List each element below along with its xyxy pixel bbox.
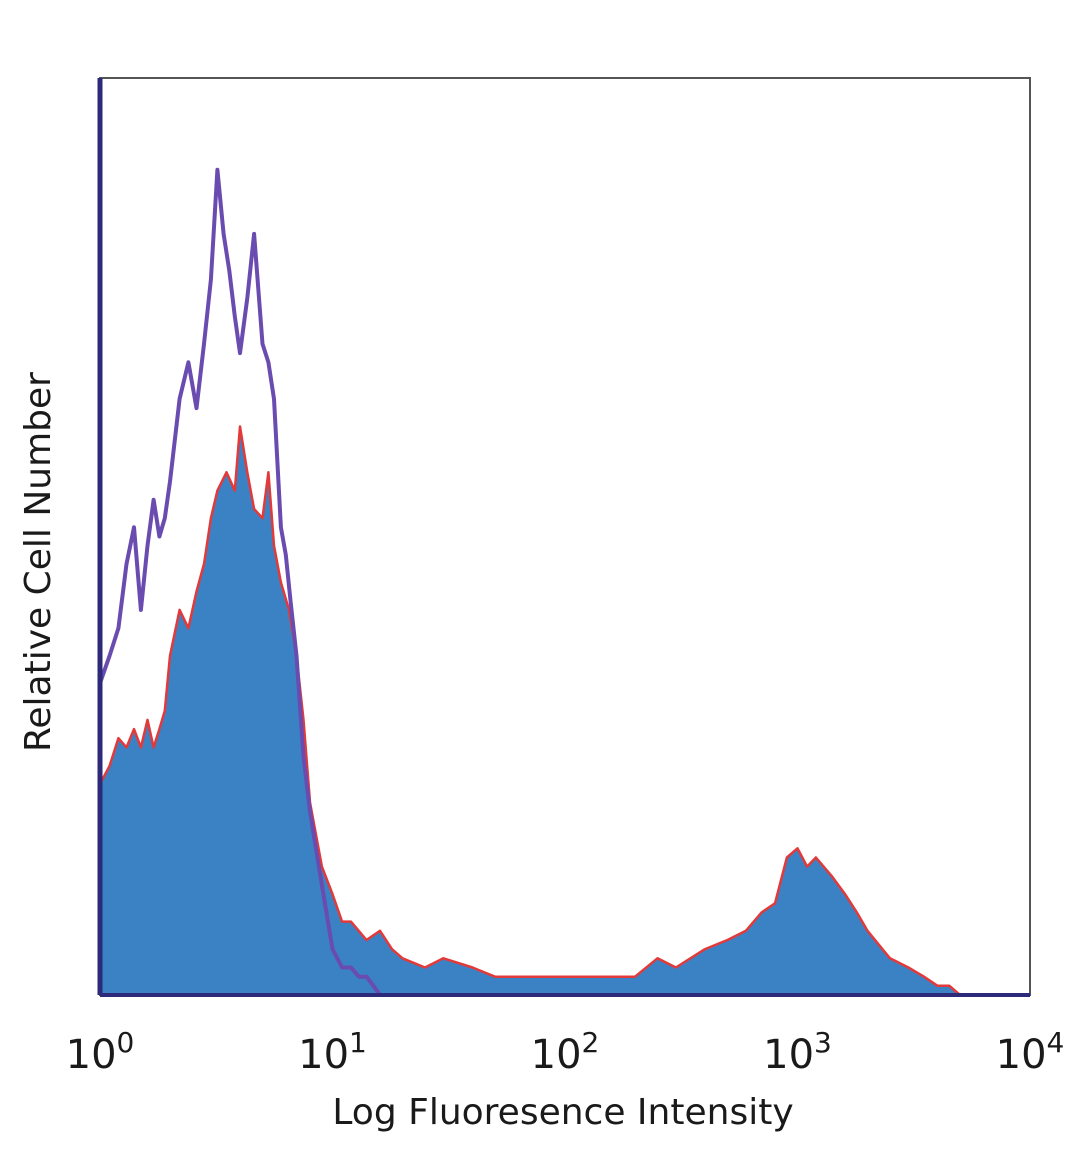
x-tick-label: 104	[996, 1026, 1065, 1078]
x-tick-label: 102	[531, 1026, 600, 1078]
y-axis-title: Relative Cell Number	[18, 372, 59, 752]
overlay-histogram-line	[98, 167, 382, 997]
x-axis-title: Log Fluoresence Intensity	[332, 1092, 793, 1133]
x-tick-label: 101	[298, 1026, 367, 1078]
x-tick-labels: 100 101 102 103 104	[66, 1026, 1065, 1078]
series-layer	[97, 78, 1030, 997]
filled-histogram-area	[100, 426, 960, 995]
filled-histogram-edge	[98, 425, 961, 996]
x-tick-label: 103	[763, 1026, 832, 1078]
x-tick-label: 100	[66, 1026, 135, 1078]
